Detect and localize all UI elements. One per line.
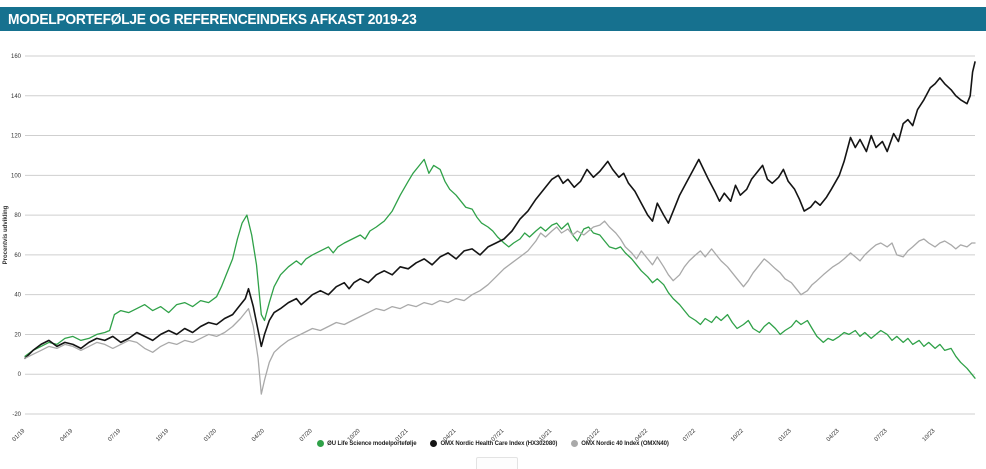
y-tick-label: 20 [14,332,21,338]
chart-legend: ØU Life Science modelportefølje OMX Nord… [0,440,986,447]
y-tick-label: 120 [11,134,22,140]
legend-label-healthcare-index: OMX Nordic Health Care Index (HX302080) [440,440,558,447]
chart-title-bar: MODELPORTEFØLJE OG REFERENCEINDEKS AFKAS… [0,7,986,31]
y-tick-label: 40 [14,293,21,299]
legend-item-healthcare-index: OMX Nordic Health Care Index (HX302080) [430,440,557,447]
y-axis-title: Procentvis udvikling [3,205,9,265]
legend-item-omxn40-index: OMX Nordic 40 Index (OMXN40) [571,440,669,447]
legend-dot-green-icon [317,440,325,447]
legend-label-portfolio: ØU Life Science modelportefølje [327,440,417,447]
cropped-button-fragment[interactable] [476,457,518,469]
series-line [24,158,976,379]
y-tick-label: -20 [12,412,21,418]
chart-title: MODELPORTEFØLJE OG REFERENCEINDEKS AFKAS… [8,10,417,28]
y-tick-label: 80 [14,213,21,219]
legend-dot-gray-icon [571,440,579,447]
legend-label-omxn40-index: OMX Nordic 40 Index (OMXN40) [581,440,669,447]
legend-dot-black-icon [430,440,438,447]
series-line [24,61,976,360]
y-tick-label: 60 [14,253,21,259]
y-tick-label: 140 [11,94,22,100]
legend-item-portfolio: ØU Life Science modelportefølje [317,440,417,447]
series-line [24,220,976,395]
y-tick-label: 160 [11,54,22,60]
y-tick-label: 100 [11,173,22,179]
y-tick-label: 0 [18,372,22,378]
